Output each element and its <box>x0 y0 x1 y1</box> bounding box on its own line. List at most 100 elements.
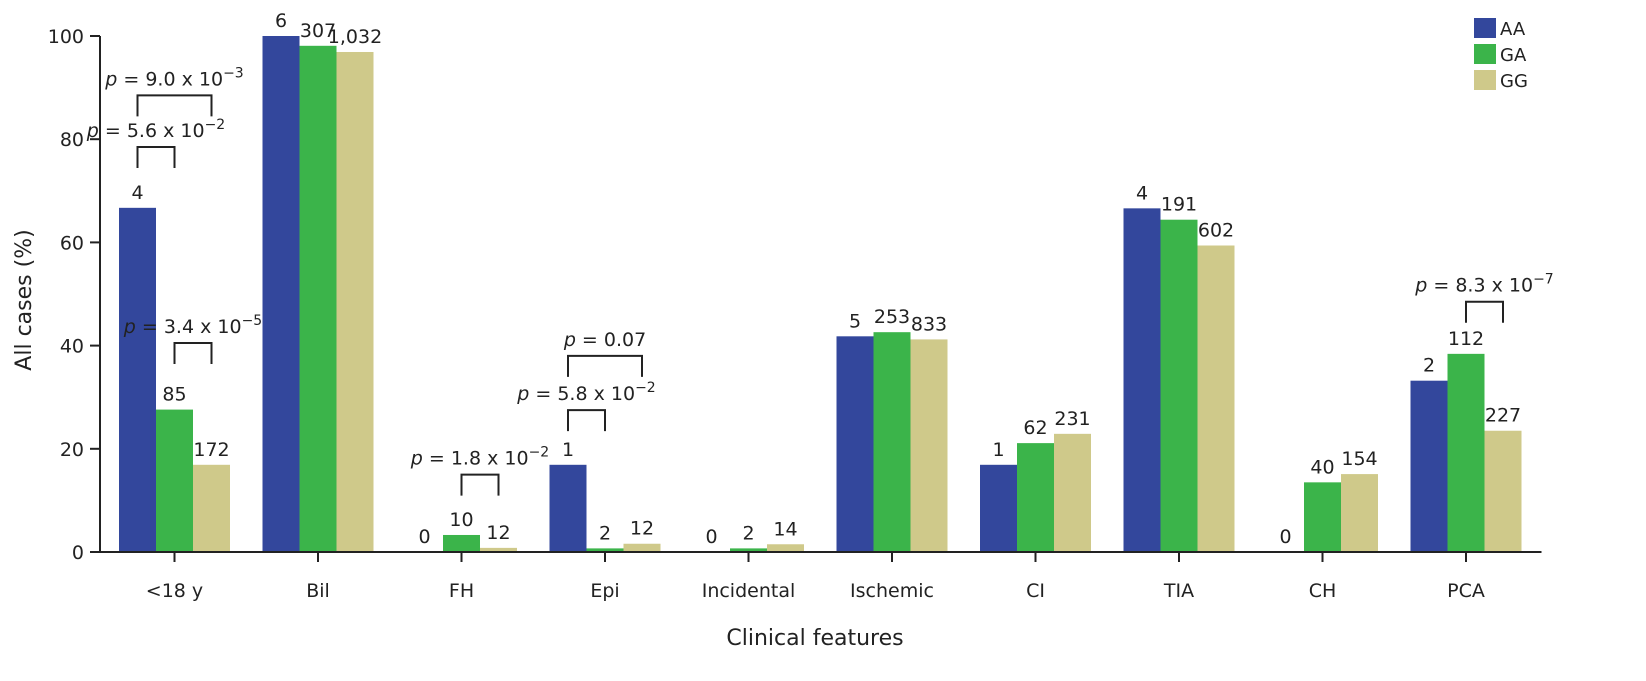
bar-value-label: 5 <box>849 310 861 332</box>
y-axis-title: All cases (%) <box>12 229 37 370</box>
category-label: Ischemic <box>850 580 934 602</box>
bar-value-label: 227 <box>1485 405 1521 427</box>
y-tick-label: 60 <box>60 232 84 254</box>
bar-gg <box>767 544 804 552</box>
bar-ga <box>156 409 193 552</box>
bar-value-label: 191 <box>1161 194 1197 216</box>
bar-value-label: 231 <box>1054 408 1090 430</box>
bar-value-label: 12 <box>486 522 510 544</box>
bar-value-label: 253 <box>874 306 910 328</box>
bar-value-label: 154 <box>1341 448 1377 470</box>
bars <box>119 36 1522 553</box>
bar-gg <box>1484 430 1522 552</box>
bar-value-label: 2 <box>1423 355 1435 377</box>
legend-swatch-ga <box>1474 44 1496 64</box>
bar-value-label: 40 <box>1310 456 1334 478</box>
bar-value-label: 6 <box>275 10 287 32</box>
p-value-label: p = 5.6 x 10−2 <box>86 117 225 142</box>
bar-aa <box>262 36 300 552</box>
category-label: <18 y <box>146 580 203 602</box>
legend: AA GA GG <box>1474 18 1528 92</box>
p-value-label: p = 9.0 x 10−3 <box>104 65 243 90</box>
bar-value-label: 12 <box>630 518 654 540</box>
significance-bracket <box>1465 300 1504 323</box>
y-tick-label: 80 <box>60 129 84 151</box>
bar-value-label: 112 <box>1448 328 1484 350</box>
category-label: PCA <box>1447 580 1485 602</box>
bar-ga <box>443 534 480 552</box>
bar-ga <box>299 45 337 552</box>
bar-value-label: 1 <box>992 439 1004 461</box>
bar-aa <box>549 464 587 552</box>
bar-ga <box>1447 353 1485 552</box>
bar-gg <box>1341 474 1378 552</box>
bar-value-label: 307 <box>300 20 336 42</box>
legend-label: GA <box>1500 45 1527 66</box>
bar-aa <box>980 464 1017 552</box>
category-label: FH <box>449 580 474 602</box>
bar-value-label: 2 <box>742 522 754 544</box>
p-value-label: p = 0.07 <box>563 329 646 351</box>
bar-gg <box>1197 245 1235 552</box>
y-tick-label: 40 <box>60 336 84 358</box>
p-value-label: p = 3.4 x 10−5 <box>123 313 262 338</box>
bar-gg <box>193 464 230 552</box>
category-label: TIA <box>1163 580 1194 602</box>
bar-aa <box>836 336 874 552</box>
y-axis: 0 20 40 60 80 100 <box>48 26 101 564</box>
bar-value-label: 602 <box>1198 219 1234 241</box>
p-value-label: p = 1.8 x 10−2 <box>410 445 549 470</box>
bar-ga <box>1017 443 1054 552</box>
bar-value-label: 4 <box>131 182 143 204</box>
legend-label: AA <box>1500 19 1526 40</box>
legend-swatch-gg <box>1474 70 1496 90</box>
bar-aa <box>1123 208 1161 552</box>
bar-ga <box>1160 219 1198 553</box>
p-value-label: p = 5.8 x 10−2 <box>516 380 655 405</box>
bar-value-label: 0 <box>1279 526 1291 548</box>
bar-value-label: 2 <box>599 522 611 544</box>
bar-gg <box>623 543 661 552</box>
bar-gg <box>336 51 374 552</box>
legend-swatch-aa <box>1474 18 1496 38</box>
bar-value-label: 4 <box>1136 182 1148 204</box>
bar-value-label: 62 <box>1023 417 1047 439</box>
bar-value-label: 14 <box>773 518 797 540</box>
category-label: CH <box>1309 580 1337 602</box>
bar-value-label: 1 <box>562 439 574 461</box>
category-label: Incidental <box>702 580 796 602</box>
bar-ga <box>730 548 767 552</box>
bar-value-label: 1,032 <box>328 26 382 48</box>
x-axis: <18 y Bil FH Epi Incidental Ischemic CI TIA CH PC… <box>100 551 1542 602</box>
bar-value-label: 85 <box>162 384 186 406</box>
bar-ga <box>586 548 624 552</box>
bar-ga <box>1304 482 1341 552</box>
bar-gg <box>480 547 517 552</box>
x-axis-title: Clinical features <box>726 626 903 651</box>
legend-label: GG <box>1500 71 1528 92</box>
bar-gg <box>1054 433 1091 552</box>
significance-bracket <box>173 342 213 365</box>
bar-gg <box>910 339 948 552</box>
significance-bracket <box>136 145 176 168</box>
significance-bracket <box>136 94 213 117</box>
bar-value-label: 0 <box>705 526 717 548</box>
bar-aa <box>1410 380 1448 552</box>
y-tick-label: 100 <box>48 26 84 48</box>
y-tick-label: 20 <box>60 439 84 461</box>
significance-bracket <box>567 354 643 377</box>
bar-ga <box>873 332 911 552</box>
bar-value-label: 10 <box>449 509 473 531</box>
bar-value-label: 172 <box>193 439 229 461</box>
bar-value-label: 833 <box>911 313 947 335</box>
category-label: Epi <box>590 580 619 602</box>
y-tick-label: 0 <box>72 542 84 564</box>
bar-aa <box>119 207 156 552</box>
p-value-label: p = 8.3 x 10−7 <box>1414 272 1553 297</box>
p-value-annotations: p = 9.0 x 10−3 p = 5.6 x 10−2 p = 3.4 x 10… <box>86 65 1554 496</box>
category-label: Bil <box>306 580 330 602</box>
significance-bracket <box>567 409 606 432</box>
significance-bracket <box>460 473 500 496</box>
